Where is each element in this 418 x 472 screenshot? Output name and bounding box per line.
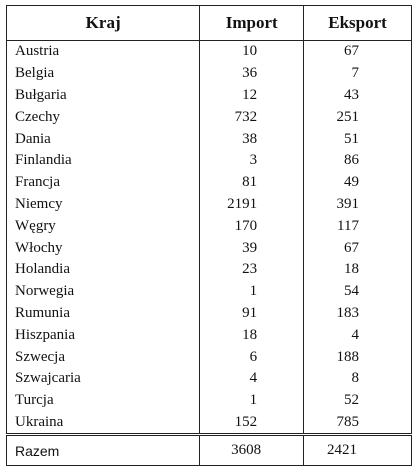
export-cell: 18 bbox=[303, 258, 412, 281]
table-body: Austria 10 67 Belgia 36 7 Bułgaria 12 43 Czechy 73… bbox=[5, 40, 412, 435]
import-cell: 6 bbox=[199, 346, 305, 368]
total-export: 2421 bbox=[303, 433, 412, 467]
data-row: Norwegia 1 54 bbox=[5, 280, 412, 303]
data-row: Holandia 23 18 bbox=[5, 258, 412, 281]
data-row: Finlandia 3 86 bbox=[5, 149, 412, 172]
import-cell: 4 bbox=[199, 367, 305, 390]
header-row: Kraj Import Eksport bbox=[5, 5, 412, 41]
import-cell: 91 bbox=[199, 302, 305, 325]
import-cell: 12 bbox=[199, 84, 305, 107]
export-cell: 51 bbox=[303, 128, 412, 150]
export-cell: 391 bbox=[303, 193, 412, 216]
import-cell: 10 bbox=[199, 40, 305, 63]
country-cell: Bułgaria bbox=[5, 84, 201, 107]
data-row: Dania 38 51 bbox=[5, 128, 412, 150]
country-cell: Czechy bbox=[5, 106, 201, 129]
export-cell: 188 bbox=[303, 346, 412, 368]
country-cell: Dania bbox=[5, 128, 201, 150]
country-cell: Austria bbox=[5, 40, 201, 63]
export-cell: 49 bbox=[303, 171, 412, 194]
export-cell: 86 bbox=[303, 149, 412, 172]
data-row: Bułgaria 12 43 bbox=[5, 84, 412, 107]
import-cell: 18 bbox=[199, 324, 305, 347]
data-row: Ukraina 152 785 bbox=[5, 411, 412, 435]
country-cell: Finlandia bbox=[5, 149, 201, 172]
import-cell: 39 bbox=[199, 237, 305, 259]
export-cell: 67 bbox=[303, 237, 412, 259]
export-cell: 251 bbox=[303, 106, 412, 129]
data-row: Rumunia 91 183 bbox=[5, 302, 412, 325]
country-cell: Norwegia bbox=[5, 280, 201, 303]
import-cell: 2191 bbox=[199, 193, 305, 216]
data-row: Włochy 39 67 bbox=[5, 237, 412, 259]
table-footer: Razem 3608 2421 bbox=[5, 433, 412, 467]
data-row: Hiszpania 18 4 bbox=[5, 324, 412, 347]
trade-table: Kraj Import Eksport Austria 10 67 Belgia 36 7… bbox=[5, 5, 412, 467]
country-cell: Turcja bbox=[5, 389, 201, 412]
country-cell: Hiszpania bbox=[5, 324, 201, 347]
header-cell: Kraj bbox=[5, 5, 201, 41]
data-row: Turcja 1 52 bbox=[5, 389, 412, 412]
table-header: Kraj Import Eksport bbox=[5, 5, 412, 41]
total-row: Razem 3608 2421 bbox=[5, 433, 412, 467]
total-import: 3608 bbox=[199, 433, 305, 467]
data-row: Niemcy 2191 391 bbox=[5, 193, 412, 216]
country-cell: Włochy bbox=[5, 237, 201, 259]
export-cell: 785 bbox=[303, 411, 412, 435]
country-cell: Niemcy bbox=[5, 193, 201, 216]
country-cell: Węgry bbox=[5, 215, 201, 238]
export-cell: 117 bbox=[303, 215, 412, 238]
import-cell: 36 bbox=[199, 62, 305, 85]
country-cell: Holandia bbox=[5, 258, 201, 281]
country-cell: Francja bbox=[5, 171, 201, 194]
import-cell: 3 bbox=[199, 149, 305, 172]
country-cell: Szwecja bbox=[5, 346, 201, 368]
export-cell: 43 bbox=[303, 84, 412, 107]
data-row: Francja 81 49 bbox=[5, 171, 412, 194]
export-cell: 183 bbox=[303, 302, 412, 325]
export-cell: 4 bbox=[303, 324, 412, 347]
country-cell: Ukraina bbox=[5, 411, 201, 435]
data-row: Austria 10 67 bbox=[5, 40, 412, 63]
data-row: Węgry 170 117 bbox=[5, 215, 412, 238]
import-cell: 170 bbox=[199, 215, 305, 238]
export-cell: 7 bbox=[303, 62, 412, 85]
header-cell: Eksport bbox=[303, 5, 412, 41]
import-cell: 81 bbox=[199, 171, 305, 194]
import-cell: 38 bbox=[199, 128, 305, 150]
export-cell: 54 bbox=[303, 280, 412, 303]
export-cell: 8 bbox=[303, 367, 412, 390]
import-cell: 732 bbox=[199, 106, 305, 129]
export-cell: 52 bbox=[303, 389, 412, 412]
country-cell: Belgia bbox=[5, 62, 201, 85]
header-cell: Import bbox=[199, 5, 305, 41]
data-row: Szwajcaria 4 8 bbox=[5, 367, 412, 390]
import-cell: 152 bbox=[199, 411, 305, 435]
export-cell: 67 bbox=[303, 40, 412, 63]
data-row: Szwecja 6 188 bbox=[5, 346, 412, 368]
total-label: Razem bbox=[5, 433, 201, 467]
country-cell: Rumunia bbox=[5, 302, 201, 325]
data-row: Belgia 36 7 bbox=[5, 62, 412, 85]
import-cell: 1 bbox=[199, 280, 305, 303]
country-cell: Szwajcaria bbox=[5, 367, 201, 390]
import-cell: 1 bbox=[199, 389, 305, 412]
import-cell: 23 bbox=[199, 258, 305, 281]
data-row: Czechy 732 251 bbox=[5, 106, 412, 129]
